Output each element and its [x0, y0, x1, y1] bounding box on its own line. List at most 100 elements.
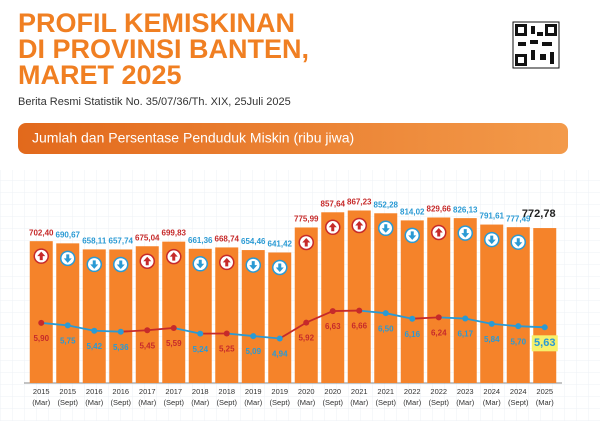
x-tick-label: (Sept) [323, 398, 344, 407]
line-point [435, 314, 442, 321]
line-segment [491, 323, 519, 328]
subtitle: Berita Resmi Statistik No. 35/07/36/Th. … [18, 96, 291, 108]
line-point [488, 320, 495, 327]
title-line: DI PROVINSI BANTEN, [18, 34, 309, 64]
line-point [329, 308, 336, 315]
bar-value-label: 777,49 [506, 214, 531, 223]
bar-value-label: 675,04 [135, 233, 160, 242]
x-tick-label: 2020 [298, 387, 315, 396]
x-tick-label: 2023 [457, 387, 474, 396]
x-tick-label: (Mar) [244, 398, 262, 407]
line-value-label: 5,24 [192, 345, 208, 354]
bar [374, 213, 398, 383]
line-point [223, 330, 230, 337]
bar-value-label: 661,36 [188, 236, 213, 245]
bar-value-label: 658,11 [82, 237, 107, 246]
x-tick-label: (Sept) [508, 398, 529, 407]
x-tick-label: 2019 [271, 387, 288, 396]
bar-value-label: 699,83 [162, 229, 187, 238]
x-tick-label: (Mar) [350, 398, 368, 407]
line-segment [120, 329, 148, 333]
line-value-label: 4,94 [272, 350, 288, 359]
x-tick-label: (Mar) [138, 398, 156, 407]
line-value-label: 5,75 [60, 336, 76, 345]
bar [162, 241, 186, 383]
bar [321, 212, 345, 383]
trend-arrow [63, 254, 72, 263]
line-point [38, 319, 45, 326]
line-point [250, 333, 257, 340]
line-segment [465, 317, 492, 325]
line-value-label: 5,09 [245, 347, 261, 356]
x-tick-label: 2022 [404, 387, 421, 396]
bar [347, 210, 371, 383]
line-segment [226, 332, 254, 337]
x-tick-label: (Sept) [111, 398, 132, 407]
bar-value-label: 641,42 [268, 240, 293, 249]
bar [533, 228, 557, 383]
x-tick-label: (Sept) [217, 398, 238, 407]
bar-value-label: 690,67 [56, 230, 81, 239]
trend-arrow [90, 260, 99, 269]
trend-arrow [487, 235, 496, 245]
line-value-label: 6,24 [431, 329, 447, 338]
line-point [91, 327, 98, 334]
line-value-label: 5,36 [113, 343, 129, 352]
trend-arrow [328, 222, 337, 232]
line-segment [359, 309, 386, 315]
bar-value-label: 857,64 [321, 199, 346, 208]
bar-value-label: 791,61 [480, 212, 505, 221]
line-point [144, 327, 151, 334]
x-tick-label: (Mar) [32, 398, 50, 407]
line-value-label: 5,92 [298, 334, 314, 343]
line-segment [385, 312, 413, 320]
line-segment [518, 325, 545, 329]
x-tick-label: (Mar) [191, 398, 209, 407]
trend-arrow [222, 257, 231, 267]
trend-arrow [116, 260, 125, 269]
line-segment [67, 324, 95, 332]
line-segment [305, 310, 334, 324]
bar-value-label: 852,28 [374, 200, 399, 209]
title-line: MARET 2025 [18, 60, 182, 90]
bar-value-label: 826,13 [453, 205, 478, 214]
highlight-box [531, 335, 558, 352]
bar-value-label: 775,99 [294, 215, 319, 224]
bar [268, 252, 292, 383]
line-point [197, 330, 204, 337]
plot: 2015 (Mar) 2015 (Sept) 2016 (Mar) 2016 (Sept) 20… [24, 198, 562, 407]
x-tick-label: 2022 [430, 387, 447, 396]
x-tick-label: 2021 [377, 387, 394, 396]
line-point [515, 323, 522, 330]
bar [56, 243, 80, 383]
title: PROFIL KEMISKINAN DI PROVINSI BANTEN, MA… [18, 8, 309, 90]
line-value-label: 6,63 [325, 322, 341, 331]
trend-arrow [434, 227, 443, 237]
line-point [356, 307, 363, 314]
line-value-label: 5,70 [510, 337, 526, 346]
x-tick-label: 2015 [59, 387, 76, 396]
trend-arrow [355, 220, 364, 230]
x-tick-label: (Sept) [270, 398, 291, 407]
banner [18, 123, 568, 154]
x-tick-label: 2021 [351, 387, 368, 396]
bar [109, 249, 133, 383]
line-value-label: 6,16 [404, 330, 420, 339]
bar [215, 247, 239, 383]
bar [29, 241, 53, 383]
line-point [117, 328, 124, 335]
bar-value-label: 814,02 [400, 208, 425, 217]
line-point [409, 315, 416, 322]
x-tick-label: (Mar) [85, 398, 103, 407]
x-tick-label: 2017 [165, 387, 182, 396]
bar [135, 246, 159, 383]
trend-arrow [37, 251, 46, 261]
x-tick-label: (Mar) [403, 398, 421, 407]
trend-arrow [249, 261, 258, 270]
bar-value-label: 702,40 [29, 228, 54, 237]
line-value-label: 5,63 [534, 337, 555, 349]
line-segment [412, 316, 439, 320]
bar [188, 248, 212, 383]
